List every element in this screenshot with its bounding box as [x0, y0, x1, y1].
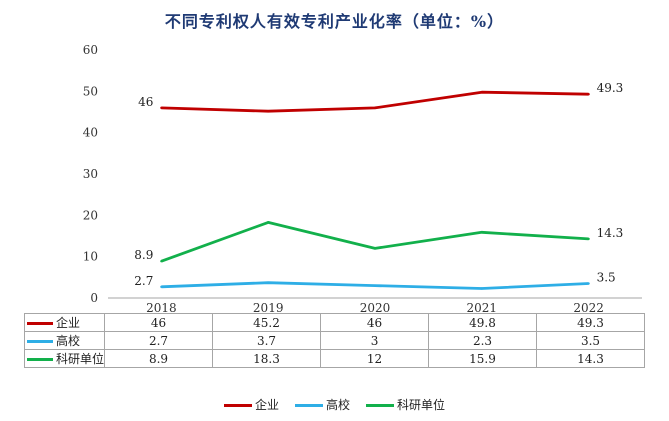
data-point: [373, 247, 377, 250]
data-label: 14.3: [597, 226, 624, 240]
data-point: [373, 106, 377, 110]
table-cell: 15.9: [428, 349, 538, 368]
table-cell: 14.3: [536, 349, 646, 368]
legend-swatch: [223, 404, 252, 407]
data-point: [587, 282, 590, 285]
data-label: 3.5: [597, 271, 616, 285]
table-cell: 49.8: [428, 313, 538, 332]
chart-legend: 企业 高校 科研单位: [0, 396, 669, 413]
data-point: [587, 93, 590, 96]
data-point: [480, 231, 483, 234]
data-point: [267, 109, 270, 113]
data-point: [480, 287, 483, 290]
table-cell: 8.9: [104, 349, 214, 368]
data-point: [267, 281, 270, 284]
y-tick-label: 20: [83, 208, 98, 222]
data-table: 企业 46 45.2 46 49.8 49.3 高校 2.7 3.7 3 2.3 3.5 科研单位 8.9…: [23, 313, 646, 368]
table-cell: 49.3: [536, 313, 646, 332]
table-cell: 46: [104, 313, 214, 332]
data-point: [480, 90, 483, 94]
table-row-header: 高校: [23, 331, 106, 350]
legend-swatch: [294, 404, 323, 407]
table-cell: 12: [320, 349, 430, 368]
data-label: 46: [138, 95, 153, 109]
y-tick-label: 30: [83, 167, 98, 181]
x-tick-label: 2018: [146, 301, 177, 315]
table-cell: 46: [320, 313, 430, 332]
table-cell: 18.3: [212, 349, 322, 368]
table-row-header: 科研单位: [23, 349, 106, 368]
series-line-3: [160, 220, 589, 263]
legend-label: 企业: [254, 398, 279, 412]
table-cell: 3: [320, 331, 430, 350]
y-tick-label: 50: [83, 84, 98, 98]
table-cell: 2.7: [104, 331, 214, 350]
x-tick-label: 2020: [360, 301, 391, 315]
data-point: [160, 106, 163, 110]
x-tick-label: 2022: [573, 301, 604, 315]
series-name: 高校: [56, 334, 81, 348]
y-tick-label: 40: [83, 126, 98, 140]
legend-label: 科研单位: [397, 398, 446, 412]
table-row: 企业 46 45.2 46 49.8 49.3: [23, 313, 646, 332]
table-row-header: 企业: [23, 313, 106, 332]
legend-swatch: [27, 358, 53, 361]
y-tick-label: 0: [90, 291, 98, 305]
data-point: [160, 260, 163, 263]
table-cell: 45.2: [212, 313, 322, 332]
table-row: 科研单位 8.9 18.3 12 15.9 14.3: [23, 349, 646, 368]
y-tick-label: 10: [83, 250, 98, 264]
data-point: [587, 237, 590, 241]
table-cell: 3.7: [212, 331, 322, 350]
legend-item: 企业: [223, 396, 279, 413]
legend-label: 高校: [325, 398, 350, 412]
legend-swatch: [366, 404, 394, 407]
legend-item: 科研单位: [366, 396, 445, 413]
x-tick-label: 2021: [467, 301, 498, 315]
table-row: 高校 2.7 3.7 3 2.3 3.5: [23, 331, 646, 350]
legend-item: 高校: [294, 396, 350, 413]
x-tick-label: 2019: [253, 301, 284, 315]
data-label: 2.7: [134, 274, 153, 288]
series-name: 科研单位: [56, 352, 105, 366]
series-name: 企业: [56, 316, 81, 330]
y-tick-label: 60: [83, 43, 98, 57]
table-cell: 3.5: [536, 331, 646, 350]
data-point: [160, 285, 163, 289]
table-cell: 2.3: [428, 331, 538, 350]
data-point: [373, 284, 377, 287]
legend-swatch: [27, 340, 53, 343]
data-point: [267, 221, 270, 224]
legend-swatch: [27, 322, 53, 325]
data-label: 49.3: [597, 81, 624, 95]
chart-title: 不同专利权人有效专利产业化率（单位：%）: [164, 12, 505, 31]
data-label: 8.9: [134, 248, 153, 262]
